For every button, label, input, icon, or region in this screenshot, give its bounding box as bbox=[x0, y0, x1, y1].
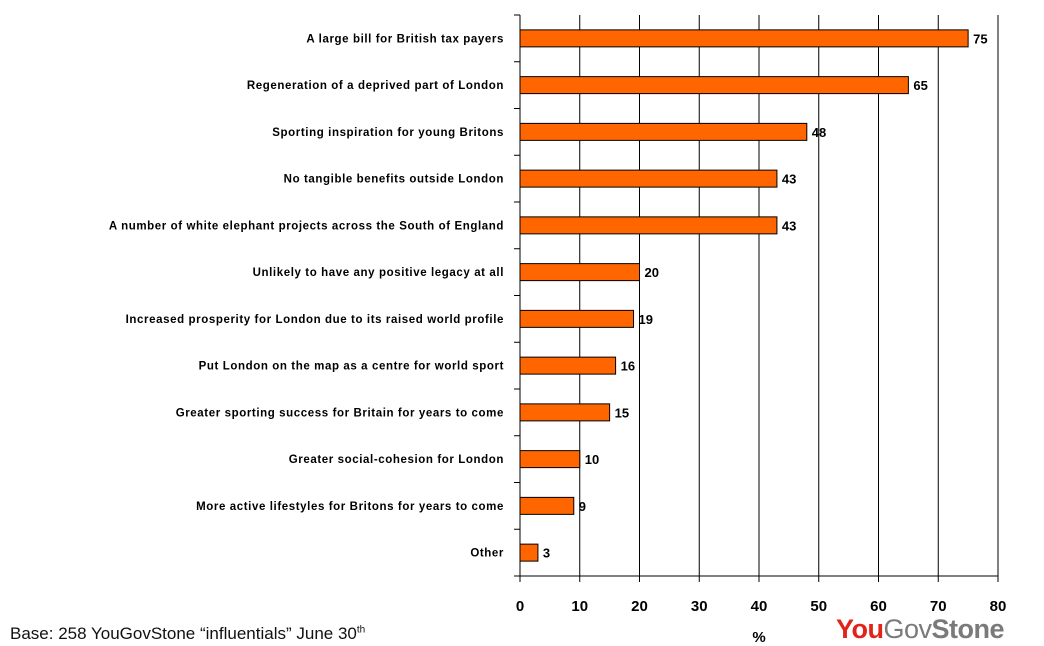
x-tick-label-30: 30 bbox=[691, 598, 708, 615]
x-tick-label-20: 20 bbox=[631, 598, 648, 615]
bar-1 bbox=[519, 76, 909, 95]
category-label-9: Greater social-cohesion for London bbox=[289, 454, 504, 466]
value-label-8: 15 bbox=[615, 405, 629, 420]
bar-8 bbox=[519, 403, 611, 422]
value-label-0: 75 bbox=[973, 31, 987, 46]
category-label-3: No tangible benefits outside London bbox=[284, 174, 504, 186]
x-tick-label-50: 50 bbox=[810, 598, 827, 615]
value-label-6: 19 bbox=[639, 312, 653, 327]
bar-7 bbox=[519, 356, 617, 375]
x-tick-label-70: 70 bbox=[930, 598, 947, 615]
value-label-11: 3 bbox=[543, 546, 550, 561]
value-label-9: 10 bbox=[585, 452, 599, 467]
bar-10 bbox=[519, 496, 575, 515]
bar-11 bbox=[519, 543, 539, 562]
bar-0 bbox=[519, 29, 969, 48]
value-label-2: 48 bbox=[812, 125, 826, 140]
category-label-4: A number of white elephant projects acro… bbox=[109, 220, 504, 232]
bar-5 bbox=[519, 263, 640, 282]
x-tick-label-80: 80 bbox=[990, 598, 1007, 615]
category-label-1: Regeneration of a deprived part of Londo… bbox=[247, 80, 504, 92]
category-label-7: Put London on the map as a centre for wo… bbox=[199, 361, 504, 373]
value-label-5: 20 bbox=[645, 265, 659, 280]
logo-you: You bbox=[836, 614, 884, 644]
category-label-10: More active lifestyles for Britons for y… bbox=[196, 501, 504, 513]
x-tick-label-10: 10 bbox=[571, 598, 588, 615]
axes bbox=[514, 14, 999, 582]
x-axis-title: % bbox=[752, 629, 765, 646]
bars bbox=[519, 29, 969, 562]
x-tick-label-60: 60 bbox=[870, 598, 887, 615]
base-note-sup: th bbox=[356, 624, 366, 636]
logo-stone: Stone bbox=[931, 614, 1005, 644]
category-label-2: Sporting inspiration for young Britons bbox=[272, 127, 504, 139]
value-label-1: 65 bbox=[913, 78, 927, 93]
bar-2 bbox=[519, 122, 808, 141]
grid-lines bbox=[579, 15, 999, 576]
category-label-0: A large bill for British tax payers bbox=[306, 33, 504, 45]
labels: 0 10 20 30 40 50 60 70 80 75 A large bill for Brit… bbox=[109, 31, 1007, 615]
base-note-text: Base: 258 YouGovStone “influentials” Jun… bbox=[10, 624, 357, 643]
bar-3 bbox=[519, 169, 778, 188]
value-label-4: 43 bbox=[782, 218, 796, 233]
category-label-5: Unlikely to have any positive legacy at … bbox=[253, 267, 504, 279]
base-note: Base: 258 YouGovStone “influentials” Jun… bbox=[10, 624, 365, 644]
value-label-3: 43 bbox=[782, 172, 796, 187]
category-label-6: Increased prosperity for London due to i… bbox=[126, 314, 504, 326]
value-label-10: 9 bbox=[579, 499, 586, 514]
x-tick-label-40: 40 bbox=[751, 598, 768, 615]
value-label-7: 16 bbox=[621, 359, 635, 374]
x-tick-label-0: 0 bbox=[516, 598, 524, 615]
bar-6 bbox=[519, 309, 635, 328]
logo-gov: Gov bbox=[883, 614, 933, 644]
bar-4 bbox=[519, 216, 778, 235]
bar-9 bbox=[519, 450, 581, 469]
category-label-11: Other bbox=[470, 548, 504, 560]
category-label-8: Greater sporting success for Britain for… bbox=[176, 407, 504, 419]
yougovstone-logo: YouGovStone bbox=[836, 614, 1005, 645]
